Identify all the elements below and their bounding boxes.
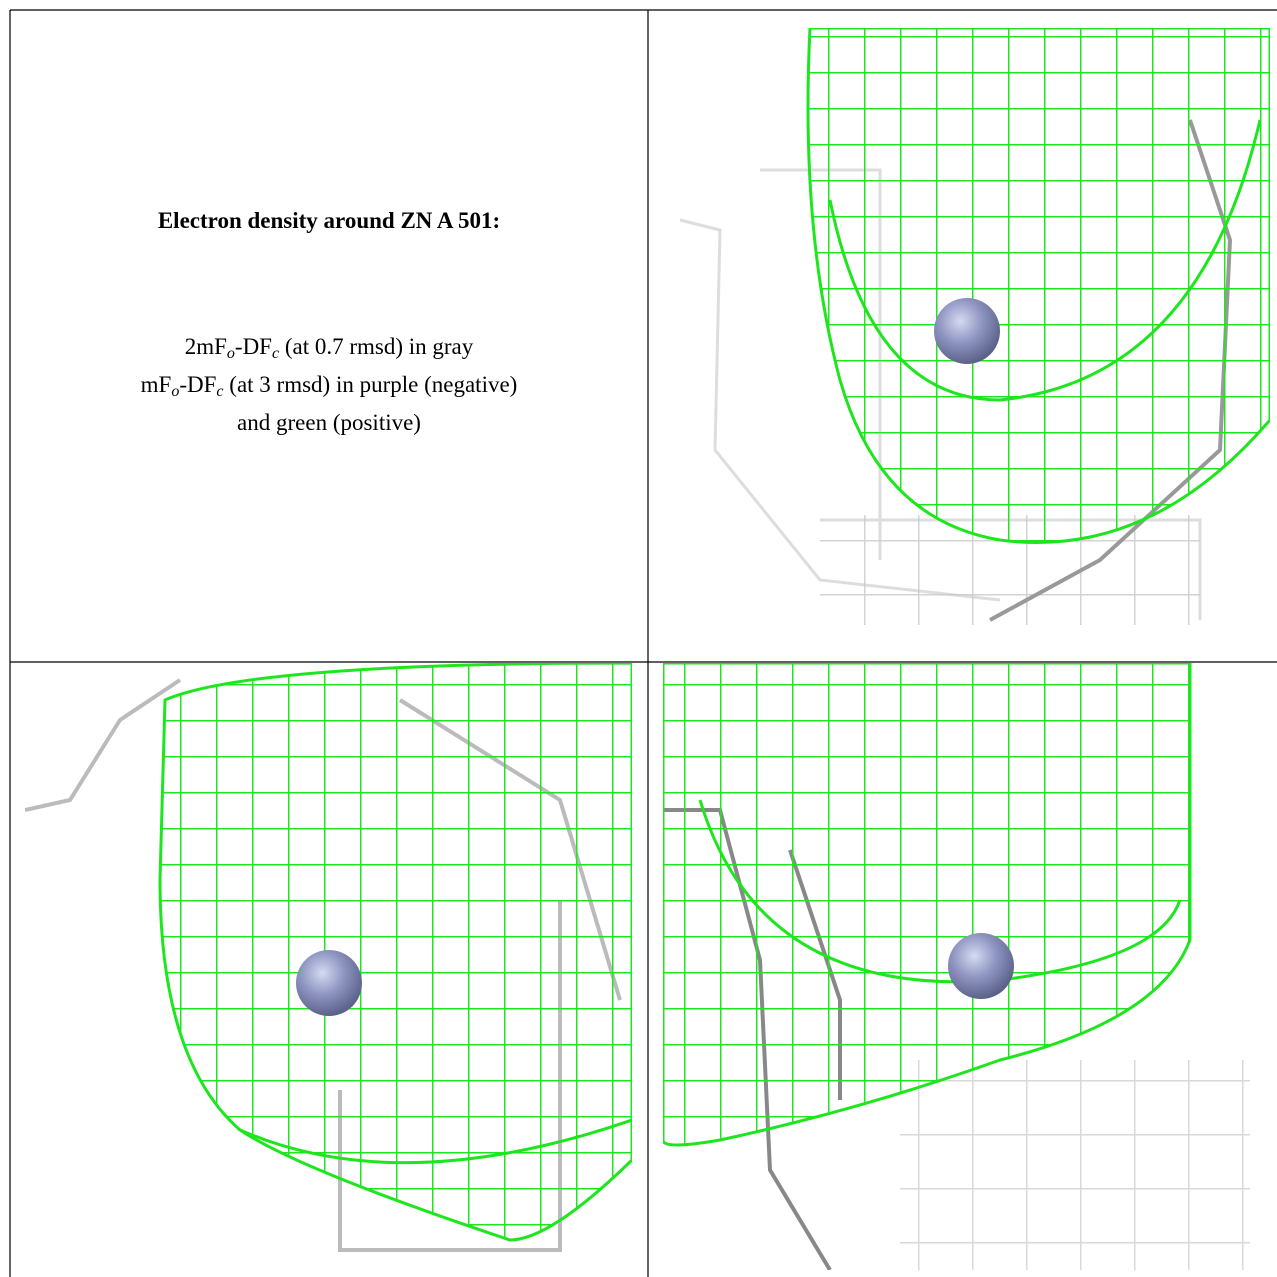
table-borders bbox=[9, 9, 1277, 1277]
text: -DF bbox=[234, 334, 272, 359]
density-image bbox=[679, 28, 1270, 625]
subscript: c bbox=[271, 345, 280, 362]
caption-line: mFo-DFc (at 3 rmsd) in purple (negative) bbox=[10, 366, 648, 404]
text: 2mF bbox=[184, 334, 227, 359]
caption-line: and green (positive) bbox=[237, 410, 421, 435]
text: (at 0.7 rmsd) in gray bbox=[279, 334, 474, 359]
subscript: o bbox=[226, 345, 235, 362]
caption-title: Electron density around ZN A 501: bbox=[157, 208, 501, 233]
text: -DF bbox=[179, 372, 217, 397]
subscript: c bbox=[216, 383, 224, 400]
density-image bbox=[25, 663, 632, 1252]
text: (at 3 rmsd) in purple (negative) bbox=[223, 372, 518, 397]
text: mF bbox=[140, 372, 172, 397]
subscript: o bbox=[171, 383, 180, 400]
caption-line: 2mFo-DFc (at 0.7 rmsd) in gray bbox=[10, 328, 648, 366]
density-image bbox=[663, 663, 1250, 1270]
